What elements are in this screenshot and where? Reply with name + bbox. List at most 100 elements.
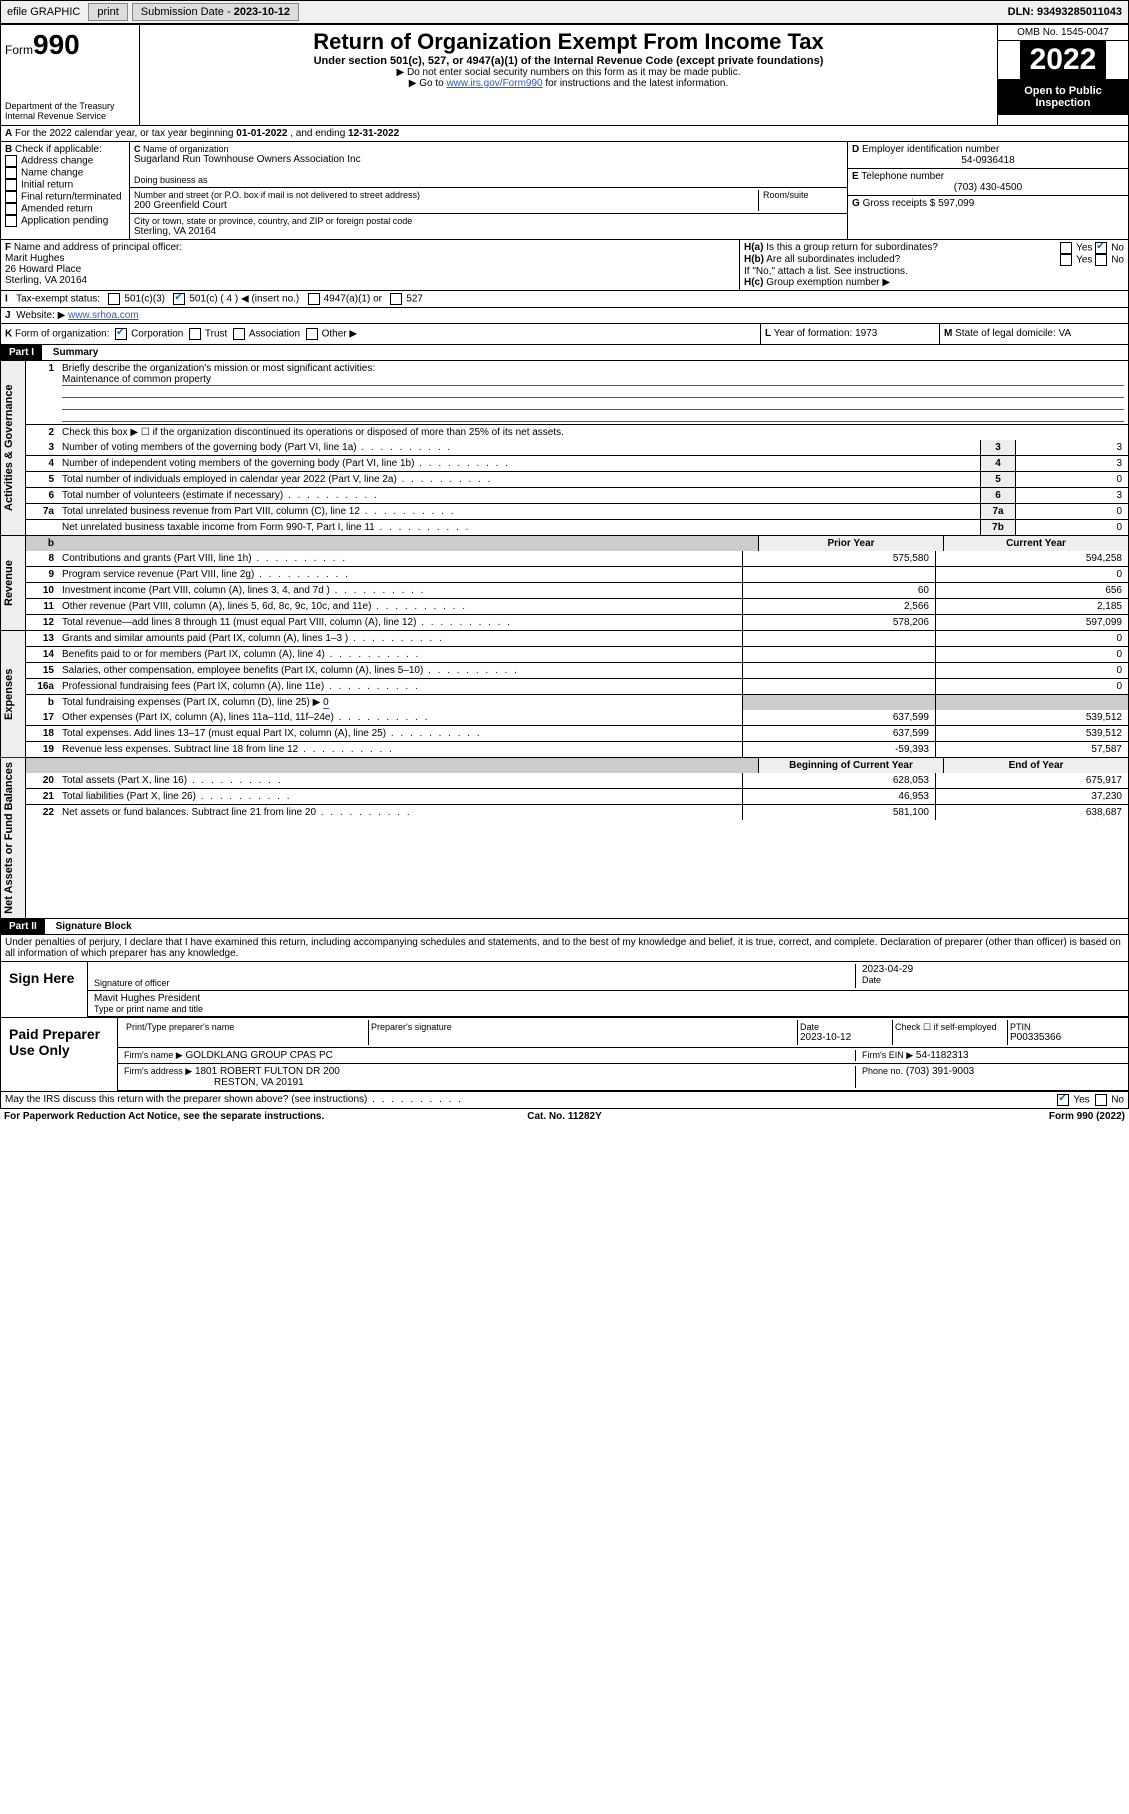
checkbox-corp[interactable]	[115, 328, 127, 340]
ptin-value: P00335366	[1010, 1032, 1120, 1043]
discuss-row: May the IRS discuss this return with the…	[0, 1092, 1129, 1109]
section-fh: F Name and address of principal officer:…	[0, 240, 1129, 291]
checkbox-4947[interactable]	[308, 293, 320, 305]
col-end-year: End of Year	[943, 758, 1128, 773]
col-current-year: Current Year	[943, 536, 1128, 551]
footer-right: Form 990 (2022)	[751, 1111, 1125, 1122]
phone-value: (703) 430-4500	[852, 182, 1124, 193]
form-title: Return of Organization Exempt From Incom…	[148, 29, 989, 55]
tab-net-assets: Net Assets or Fund Balances	[1, 758, 26, 918]
part2-title: Signature Block	[48, 919, 140, 934]
checkbox-discuss-yes[interactable]	[1057, 1094, 1069, 1106]
checkbox-address-change[interactable]	[5, 155, 17, 167]
checkbox-initial-return[interactable]	[5, 179, 17, 191]
mission-text: Maintenance of common property	[62, 374, 1124, 386]
section-deg: D Employer identification number 54-0936…	[847, 142, 1128, 239]
form-header: Form990 Department of the Treasury Inter…	[0, 24, 1129, 126]
checkbox-trust[interactable]	[189, 328, 201, 340]
checkbox-501c3[interactable]	[108, 293, 120, 305]
section-bcdefg: B Check if applicable: Address change Na…	[0, 142, 1129, 240]
public-inspection-label: Open to Public Inspection	[998, 79, 1128, 115]
checkbox-assoc[interactable]	[233, 328, 245, 340]
irs-label: Internal Revenue Service	[5, 111, 135, 121]
header-mid: Return of Organization Exempt From Incom…	[140, 25, 997, 125]
firm-name: GOLDKLANG GROUP CPAS PC	[185, 1050, 332, 1061]
checkbox-application-pending[interactable]	[5, 215, 17, 227]
section-h: H(a) Is this a group return for subordin…	[740, 240, 1128, 290]
col-beginning-year: Beginning of Current Year	[758, 758, 943, 773]
form-number: Form990	[5, 29, 135, 61]
section-net-assets: Net Assets or Fund Balances Beginning of…	[0, 758, 1129, 919]
toolbar: efile GRAPHIC print Submission Date - 20…	[0, 0, 1129, 24]
fundraising-total: 0	[323, 697, 329, 709]
line-j: J Website: ▶ www.srhoa.com	[0, 308, 1129, 324]
tax-year-end: 12-31-2022	[348, 128, 399, 139]
checkbox-ha-yes[interactable]	[1060, 242, 1072, 254]
section-c: C Name of organization Sugarland Run Tow…	[130, 142, 847, 239]
checkbox-ha-no[interactable]	[1095, 242, 1107, 254]
dln-label: DLN: 93493285011043	[1002, 4, 1128, 20]
efile-label: efile GRAPHIC	[1, 4, 86, 20]
part2-bar: Part II	[1, 919, 45, 934]
officer-name: Marit Hughes	[5, 253, 735, 264]
section-b: B Check if applicable: Address change Na…	[1, 142, 130, 239]
form-subtitle: Under section 501(c), 527, or 4947(a)(1)…	[148, 55, 989, 67]
firm-addr2: RESTON, VA 20191	[124, 1077, 855, 1088]
instructions-link[interactable]: www.irs.gov/Form990	[446, 78, 542, 89]
preparer-date: 2023-10-12	[800, 1032, 890, 1043]
website-link[interactable]: www.srhoa.com	[68, 310, 139, 321]
tab-revenue: Revenue	[1, 536, 26, 630]
gross-receipts-value: 597,099	[938, 198, 974, 209]
sign-here-block: Sign Here Signature of officer 2023-04-2…	[0, 962, 1129, 1018]
page-footer: For Paperwork Reduction Act Notice, see …	[0, 1109, 1129, 1124]
checkbox-amended-return[interactable]	[5, 203, 17, 215]
section-revenue: Revenue b Prior Year Current Year 8 Cont…	[0, 536, 1129, 631]
checkbox-other[interactable]	[306, 328, 318, 340]
section-governance: Activities & Governance 1 Briefly descri…	[0, 361, 1129, 536]
tab-governance: Activities & Governance	[1, 361, 26, 535]
checkbox-final-return[interactable]	[5, 191, 17, 203]
checkbox-hb-no[interactable]	[1095, 254, 1107, 266]
firm-phone: (703) 391-9003	[906, 1066, 974, 1077]
header-left: Form990 Department of the Treasury Inter…	[1, 25, 140, 125]
firm-ein: 54-1182313	[916, 1050, 969, 1061]
officer-addr2: Sterling, VA 20164	[5, 275, 735, 286]
form-note-2: ▶ Go to www.irs.gov/Form990 for instruct…	[148, 78, 989, 89]
checkbox-discuss-no[interactable]	[1095, 1094, 1107, 1106]
org-city: Sterling, VA 20164	[134, 226, 843, 237]
state-domicile: VA	[1059, 328, 1072, 339]
print-button[interactable]: print	[88, 3, 127, 21]
officer-addr1: 26 Howard Place	[5, 264, 735, 275]
line-klm: K Form of organization: Corporation Trus…	[0, 324, 1129, 345]
submission-date-value: 2023-10-12	[234, 6, 290, 18]
section-expenses: Expenses 13 Grants and similar amounts p…	[0, 631, 1129, 758]
dept-label: Department of the Treasury	[5, 101, 135, 111]
paid-preparer-block: Paid Preparer Use Only Print/Type prepar…	[0, 1018, 1129, 1092]
part1-header: Part I Summary	[0, 345, 1129, 361]
officer-signature-name: Mavit Hughes President	[94, 993, 1122, 1004]
ein-value: 54-0936418	[852, 155, 1124, 166]
sign-here-label: Sign Here	[1, 962, 88, 1017]
paid-preparer-label: Paid Preparer Use Only	[1, 1018, 118, 1091]
org-name: Sugarland Run Townhouse Owners Associati…	[134, 154, 843, 165]
line-a: A For the 2022 calendar year, or tax yea…	[0, 126, 1129, 142]
submission-date-button[interactable]: Submission Date - 2023-10-12	[132, 3, 299, 21]
line-i: I Tax-exempt status: 501(c)(3) 501(c) ( …	[0, 291, 1129, 308]
col-prior-year: Prior Year	[758, 536, 943, 551]
tax-year-begin: 01-01-2022	[236, 128, 287, 139]
section-f: F Name and address of principal officer:…	[1, 240, 740, 290]
signature-declaration: Under penalties of perjury, I declare th…	[0, 935, 1129, 962]
tax-year: 2022	[1020, 41, 1107, 79]
year-formation: 1973	[855, 328, 877, 339]
submission-date-prefix: Submission Date -	[141, 6, 234, 18]
checkbox-501c[interactable]	[173, 293, 185, 305]
checkbox-527[interactable]	[390, 293, 402, 305]
sign-date: 2023-04-29	[862, 964, 1122, 975]
footer-left: For Paperwork Reduction Act Notice, see …	[4, 1111, 378, 1122]
checkbox-name-change[interactable]	[5, 167, 17, 179]
firm-addr1: 1801 ROBERT FULTON DR 200	[195, 1066, 340, 1077]
checkbox-hb-yes[interactable]	[1060, 254, 1072, 266]
tab-expenses: Expenses	[1, 631, 26, 757]
part2-header: Part II Signature Block	[0, 919, 1129, 935]
omb-number: OMB No. 1545-0047	[998, 25, 1128, 41]
